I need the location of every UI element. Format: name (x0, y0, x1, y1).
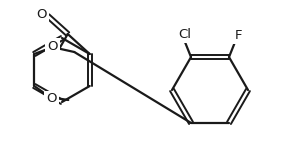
Text: Cl: Cl (178, 28, 191, 41)
Text: O: O (36, 7, 47, 21)
Text: O: O (46, 92, 56, 106)
Text: F: F (234, 29, 242, 42)
Text: O: O (47, 40, 58, 52)
